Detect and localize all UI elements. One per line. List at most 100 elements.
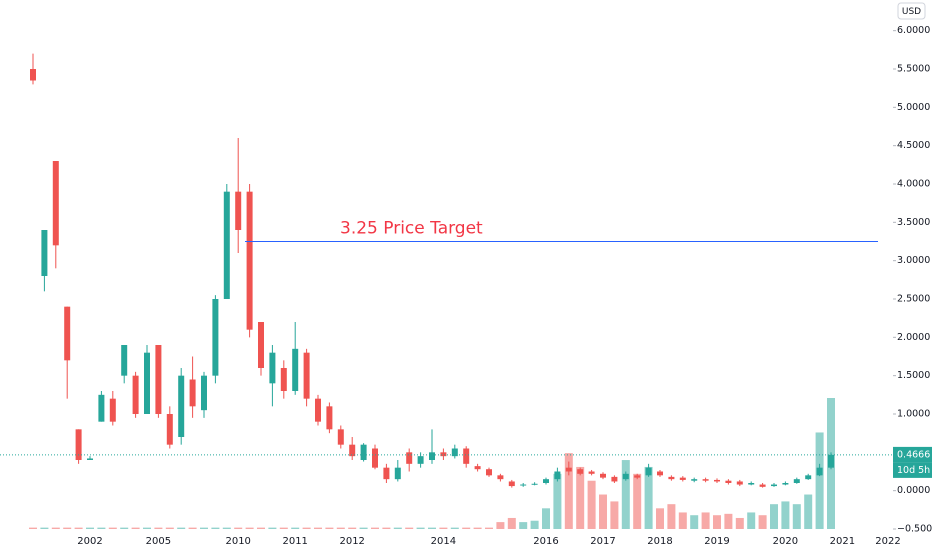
x-tick-label: 2002 [77, 536, 102, 547]
volume-bar [222, 527, 231, 529]
candle-body [828, 454, 834, 468]
candle-body [657, 471, 663, 476]
candle-body [634, 475, 641, 478]
volume-bar [770, 504, 778, 529]
volume-bar [211, 527, 220, 529]
candle-body [554, 471, 561, 480]
candle-body [30, 69, 36, 81]
volume-bar [610, 501, 619, 529]
candle-body [41, 230, 48, 276]
last-price-label: 0.4666 [897, 449, 930, 460]
candle-body [771, 484, 777, 487]
x-tick-label: 2012 [339, 536, 364, 547]
candle-body [280, 368, 287, 391]
candle-body [98, 394, 105, 422]
y-tick-label: 1.5000 [897, 370, 930, 381]
candle-body [463, 448, 470, 464]
y-tick-label: 4.5000 [897, 140, 930, 151]
volume-bar [405, 527, 414, 529]
x-tick-label: 2020 [773, 536, 798, 547]
volume-bar [29, 527, 37, 529]
y-tick-label: 2.0000 [897, 332, 930, 343]
candle-body [315, 398, 321, 422]
volume-bar [325, 527, 334, 529]
candle-body [622, 473, 629, 480]
volume-bar [371, 527, 379, 529]
y-tick-label: 5.0000 [897, 102, 930, 113]
candle-body [178, 375, 185, 437]
volume-bar [450, 527, 459, 529]
volume-bar [416, 527, 425, 529]
candle-body [189, 379, 196, 407]
candle-body [759, 484, 766, 487]
volume-bar [86, 527, 94, 529]
volume-bar [542, 508, 550, 529]
volume-bar [462, 527, 471, 529]
volume-bar [781, 501, 790, 529]
candle-body [360, 444, 367, 460]
volume-bar [530, 520, 539, 529]
x-tick-label: 2017 [590, 536, 615, 547]
currency-box[interactable] [897, 2, 926, 20]
volume-bar [120, 527, 129, 529]
candle-body [144, 352, 150, 414]
candle-body [748, 483, 755, 485]
candle-body [246, 191, 253, 330]
y-tick-label: 1.0000 [897, 409, 930, 420]
volume-bar [690, 515, 699, 529]
volume-bar [40, 527, 49, 529]
volume-bar [667, 504, 676, 529]
last-price-box [893, 446, 932, 463]
candle-body [543, 479, 549, 483]
candle-body [406, 452, 413, 464]
candle-body [497, 475, 504, 480]
candle-body [394, 467, 401, 480]
candle-body [611, 476, 618, 482]
volume-bar [143, 527, 151, 529]
x-tick-label: 2016 [533, 536, 558, 547]
candle-body [508, 481, 515, 487]
x-tick-label: 2018 [647, 536, 672, 547]
volume-bar [428, 527, 436, 529]
y-tick-label: 3.5000 [897, 217, 930, 228]
y-tick-label: −0.5000 [897, 524, 932, 535]
candle-body [736, 481, 743, 485]
candle-body [292, 348, 299, 391]
volume-bar [747, 512, 756, 529]
volume-bar [587, 480, 596, 529]
countdown-label: 10d 5h [897, 465, 930, 476]
x-tick-label: 2011 [282, 536, 307, 547]
y-tick-label: 2.5000 [897, 294, 930, 305]
volume-bar [713, 515, 721, 529]
candle-body [520, 484, 527, 486]
countdown-box [893, 462, 932, 478]
candle-body [303, 352, 310, 399]
volume-bar [621, 460, 630, 529]
volume-bar [165, 527, 174, 529]
volume-bar [302, 527, 311, 529]
volume-bar [633, 473, 642, 529]
candle-body [269, 352, 276, 384]
y-tick-label: 4.0000 [897, 179, 930, 190]
candle-body [337, 429, 344, 445]
candle-body [691, 479, 698, 481]
candle-body [714, 479, 720, 482]
currency: USD [902, 7, 921, 17]
price-target-label: 3.25 Price Target [340, 219, 483, 239]
candle-body [166, 414, 173, 445]
candle-body [702, 479, 709, 481]
volume-bar [291, 527, 300, 529]
candle-body [212, 299, 219, 376]
candle-body [668, 476, 675, 480]
candle-body [109, 398, 116, 422]
volume-bar [131, 527, 140, 529]
candle-body [440, 452, 447, 457]
volume-bar [792, 504, 801, 529]
volume-bar [382, 527, 391, 529]
candle-body [75, 429, 82, 460]
candle-body [486, 469, 492, 476]
candle-body [531, 483, 538, 485]
volume-bar [63, 527, 72, 529]
volume-bar [473, 527, 482, 529]
x-tick-label: 2019 [704, 536, 729, 547]
